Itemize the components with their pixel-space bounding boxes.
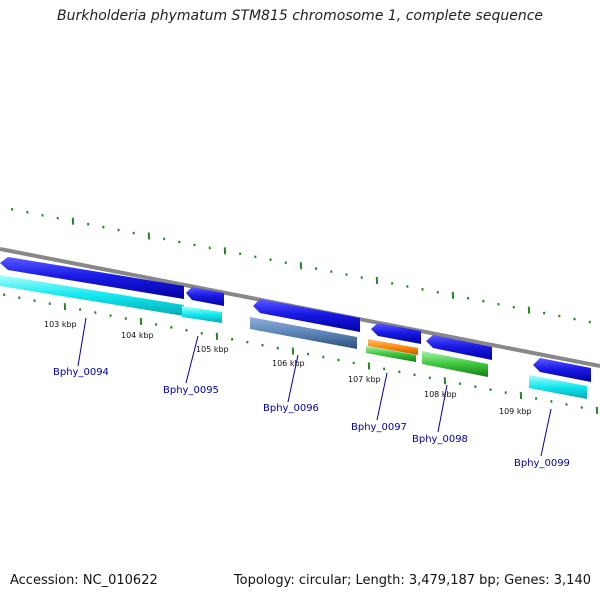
tick-label: 103 kbp — [44, 320, 77, 329]
tick-labels: 103 kbp 104 kbp 105 kbp 106 kbp 107 kbp … — [44, 320, 532, 416]
map-title: Burkholderia phymatum STM815 chromosome … — [56, 8, 543, 24]
cds-bar-bphy-0095[interactable] — [182, 306, 222, 323]
gene-label-bphy-0096[interactable]: Bphy_0096 — [263, 403, 319, 414]
connector-bphy-0097 — [376, 372, 388, 421]
cds-bar-bphy-0096[interactable] — [250, 317, 357, 349]
cds-bar-bphy-0094[interactable] — [0, 275, 184, 316]
cds-bar-bphy-0097-orange[interactable] — [368, 339, 418, 355]
gene-arrow-bphy-0099[interactable] — [533, 358, 591, 382]
tick-label: 106 kbp — [272, 359, 305, 368]
tick-label: 107 kbp — [348, 375, 381, 384]
gene-labels: Bphy_0094 Bphy_0095 Bphy_0096 Bphy_0097 … — [53, 367, 570, 469]
cds-bar-bphy-0098[interactable] — [422, 351, 488, 377]
gene-label-bphy-0099[interactable]: Bphy_0099 — [514, 458, 570, 469]
tick-label: 109 kbp — [499, 407, 532, 416]
tick-label: 105 kbp — [196, 345, 229, 354]
connector-bphy-0096 — [287, 354, 299, 403]
gene-arrow-bphy-0098[interactable] — [426, 335, 492, 360]
topology-text: Topology: circular; Length: 3,479,187 bp… — [233, 573, 591, 588]
gene-label-bphy-0095[interactable]: Bphy_0095 — [163, 385, 219, 396]
tick-label: 108 kbp — [424, 390, 457, 399]
inner-tick-dots — [3, 293, 599, 414]
connector-bphy-0099 — [540, 408, 552, 457]
connector-bphy-0095 — [185, 335, 199, 384]
outer-tick-dots — [11, 208, 591, 324]
cds-bar-bphy-0097-green[interactable] — [366, 346, 416, 362]
cds-bar-bphy-0099[interactable] — [529, 375, 587, 399]
tick-label: 104 kbp — [121, 331, 154, 340]
connector-bphy-0094 — [77, 317, 87, 367]
gene-label-connectors — [77, 317, 552, 457]
gene-label-bphy-0098[interactable]: Bphy_0098 — [412, 434, 468, 445]
accession-text: Accession: NC_010622 — [10, 573, 158, 588]
gene-arrow-bphy-0096[interactable] — [253, 299, 360, 332]
gene-label-bphy-0094[interactable]: Bphy_0094 — [53, 367, 109, 378]
gene-arrow-bphy-0095[interactable] — [186, 287, 224, 306]
gene-label-bphy-0097[interactable]: Bphy_0097 — [351, 422, 407, 433]
gene-arrow-bphy-0097[interactable] — [371, 323, 421, 344]
gene-features — [0, 257, 591, 399]
gene-arrow-bphy-0094[interactable] — [0, 257, 184, 299]
connector-bphy-0098 — [437, 384, 448, 433]
